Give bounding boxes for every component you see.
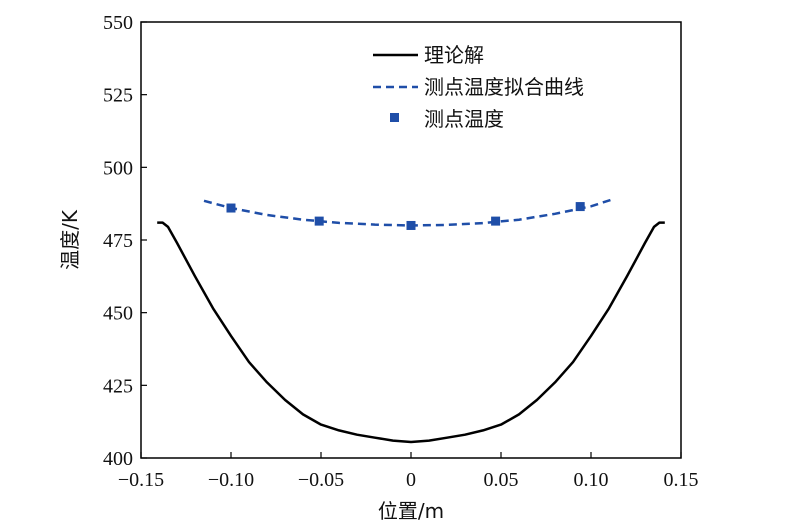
legend: 理论解 测点温度拟合曲线 测点温度	[373, 43, 584, 131]
x-tick-label: 0.05	[484, 469, 519, 491]
measured-point	[575, 202, 585, 212]
y-tick-label: 500	[103, 157, 133, 179]
y-tick-label: 475	[103, 230, 133, 252]
x-axis-ticks: −0.15 −0.10 −0.05 0 0.05 0.10 0.15	[118, 452, 699, 491]
y-tick-label: 400	[103, 448, 133, 470]
legend-marker-points	[390, 113, 399, 122]
x-axis-title: 位置/m	[378, 499, 444, 523]
legend-label-theory: 理论解	[424, 43, 484, 67]
y-axis-ticks: 400 425 450 475 500 525 550	[103, 12, 147, 470]
y-tick-label: 425	[103, 375, 133, 397]
measured-point	[491, 216, 501, 226]
x-tick-label: −0.05	[298, 469, 344, 491]
x-tick-label: −0.10	[208, 469, 254, 491]
legend-label-points: 测点温度	[424, 107, 504, 131]
measured-point	[226, 203, 236, 213]
measured-point	[314, 216, 324, 226]
x-tick-label: −0.15	[118, 469, 164, 491]
x-tick-label: 0	[406, 469, 416, 491]
x-tick-label: 0.15	[664, 469, 699, 491]
series-layer	[157, 198, 665, 444]
y-axis-title: 温度/K	[58, 209, 82, 270]
y-tick-label: 550	[103, 12, 133, 34]
y-tick-label: 525	[103, 85, 133, 107]
series-theory-line	[157, 221, 665, 444]
x-tick-label: 0.10	[574, 469, 609, 491]
y-tick-label: 450	[103, 303, 133, 325]
plot-frame	[140, 21, 682, 459]
legend-label-fit: 测点温度拟合曲线	[424, 75, 584, 99]
measured-point	[406, 220, 416, 230]
